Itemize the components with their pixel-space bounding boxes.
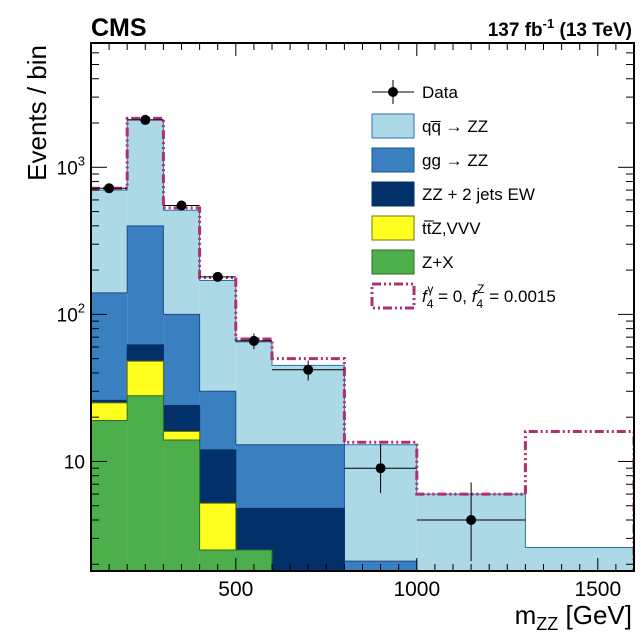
luminosity-label: 137 fb-1 (13 TeV) (488, 16, 632, 41)
legend-swatch-gg (371, 147, 415, 173)
data-point (104, 183, 115, 194)
legend-signal-part-mid: = 0, (433, 287, 471, 306)
legend-swatch-qq (371, 113, 415, 139)
experiment-label: CMS (91, 14, 147, 42)
x-axis-label-sub: ZZ (536, 614, 558, 633)
bar-zx (199, 550, 236, 571)
legend: Data qq̅ → ZZ gg → ZZ ZZ + 2 jets EW tt̅Z,VV… (370, 80, 556, 311)
legend-signal-part-f: f (422, 287, 429, 306)
lumi-energy: (13 TeV) (554, 20, 632, 41)
legend-label-ttz: tt̅Z,VVV (422, 219, 481, 238)
bar-zx (127, 395, 164, 571)
outline-ttz (91, 360, 634, 571)
legend-label-gg: gg → ZZ (422, 151, 488, 170)
data-point (466, 514, 477, 525)
legend-swatch-ttz (371, 215, 415, 241)
y-tick-label: 10 (64, 452, 85, 473)
legend-swatch-ew (371, 181, 415, 207)
x-axis-label: mZZ [GeV] (515, 600, 632, 633)
x-tick-label: 1000 (393, 578, 440, 601)
legend-signal-part-end: = 0.0015 (484, 287, 555, 306)
data-point (375, 463, 386, 474)
x-tick-label: 1500 (574, 578, 621, 601)
legend-label-ew: ZZ + 2 jets EW (422, 185, 535, 204)
lumi-value: 137 fb (488, 20, 543, 41)
data-point (212, 271, 223, 282)
legend-signal-part-sup2: Z (477, 282, 484, 296)
legend-signal-part-sub: 4 (476, 297, 483, 311)
data-point (248, 335, 259, 346)
stacked-backgrounds (91, 119, 634, 571)
outline-zx (91, 395, 634, 571)
legend-signal-label: f4γ = 0, f4Z = 0.0015 (422, 282, 556, 311)
data-point (303, 364, 314, 375)
bar-zx (163, 439, 200, 571)
y-tick-base: 10 (57, 305, 78, 326)
legend-signal-part-sub: 4 (427, 297, 434, 311)
x-tick-label: 500 (218, 578, 253, 601)
bar-qq (525, 547, 634, 571)
legend-swatch-zx (371, 249, 415, 275)
y-axis-label: Events / bin (22, 45, 52, 181)
legend-signal-part-f: f (472, 287, 479, 306)
x-axis-label-unit: [GeV] (558, 600, 632, 630)
legend-data-marker (388, 87, 398, 97)
data-point (140, 114, 151, 125)
y-tick-exp: 3 (78, 153, 85, 168)
y-tick-label: 103 (57, 153, 85, 179)
bar-zx (91, 420, 128, 571)
y-tick-label: 102 (57, 300, 85, 326)
bar-ew (272, 508, 345, 571)
lumi-exponent: -1 (543, 16, 555, 31)
y-tick-base: 10 (57, 158, 78, 179)
data-point (176, 200, 187, 211)
legend-data-label: Data (422, 83, 458, 102)
bar-zx (235, 550, 272, 571)
legend-signal-part-sup1: γ (427, 282, 433, 296)
legend-label-zx: Z+X (422, 253, 454, 272)
y-tick-exp: 2 (78, 300, 85, 315)
x-axis-label-m: m (515, 600, 537, 630)
data-points (91, 114, 526, 562)
legend-label-qq: qq̅ → ZZ (422, 117, 488, 136)
